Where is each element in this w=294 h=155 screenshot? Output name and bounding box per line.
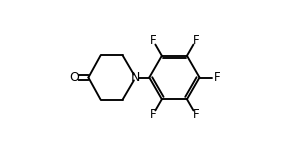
Text: F: F	[193, 34, 199, 47]
Text: F: F	[150, 108, 156, 121]
Text: F: F	[193, 108, 199, 121]
Text: N: N	[131, 71, 140, 84]
Text: F: F	[150, 34, 156, 47]
Text: O: O	[69, 71, 79, 84]
Text: F: F	[214, 71, 220, 84]
